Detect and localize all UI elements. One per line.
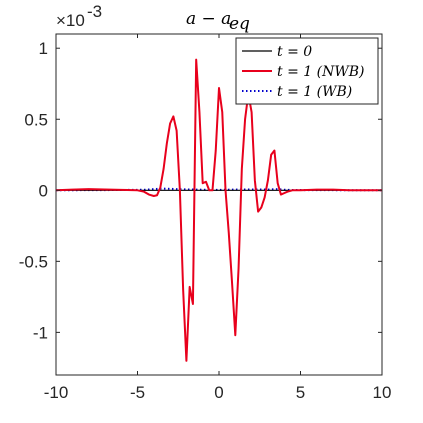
y-exponent-label: -3 xyxy=(87,2,102,21)
y-tick-label: 0.5 xyxy=(24,110,48,129)
legend-label-wb: t = 1 (WB) xyxy=(277,84,352,100)
x-tick-label: -5 xyxy=(130,383,145,402)
series-nwb-line xyxy=(55,58,382,362)
y-tick-label: 1 xyxy=(39,39,48,58)
y-tick-label: 0 xyxy=(39,181,48,200)
y-tick-label: -0.5 xyxy=(19,252,48,271)
ticks-layer: -10 -5 0 5 10 1 0.5 0 -0.5 -1 xyxy=(19,34,392,402)
series-layer xyxy=(55,58,383,362)
legend-label-t0: t = 0 xyxy=(277,44,312,60)
y-tick-label: -1 xyxy=(33,323,48,342)
x-tick-label: 5 xyxy=(296,383,305,402)
x-tick-label: 10 xyxy=(373,383,392,402)
y-multiplier-label: ×10 xyxy=(56,11,85,30)
x-tick-label: 0 xyxy=(214,383,223,402)
legend-label-nwb: t = 1 (NWB) xyxy=(277,64,364,80)
chart-title-subscript: eq xyxy=(229,14,250,34)
x-tick-label: -10 xyxy=(44,383,69,402)
legend: t = 0 t = 1 (NWB) t = 1 (WB) xyxy=(235,37,379,105)
chart-title-main: a − a xyxy=(186,9,231,29)
